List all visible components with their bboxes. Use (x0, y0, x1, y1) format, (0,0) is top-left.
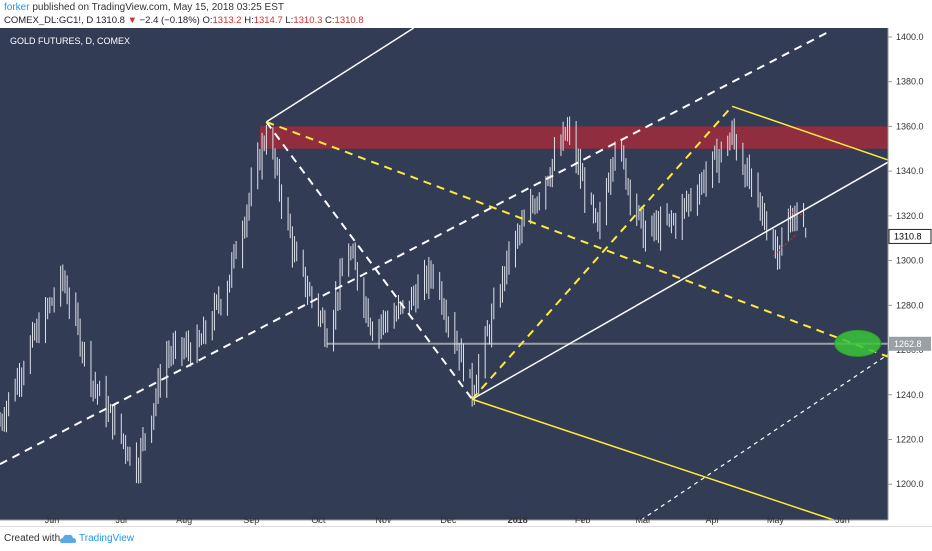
close-label: C: (325, 15, 335, 26)
pitchfork-yellow-handle (471, 105, 733, 400)
high-value: 1314.7 (253, 15, 283, 26)
tradingview-link[interactable]: TradingView (79, 533, 135, 544)
last-price-tag (888, 228, 932, 244)
pitchfork-white-outer (640, 354, 889, 521)
chart-header: forker published on TradingView.com, May… (0, 0, 932, 28)
price-tick-label: 1300.0 (896, 256, 924, 266)
time-tick-label: Feb (575, 515, 591, 525)
price-tick-label: 1360.0 (896, 121, 924, 131)
time-axis-bg (0, 520, 932, 526)
price-tick-label: 1320.0 (896, 211, 924, 221)
time-tick-label: Oct (311, 515, 326, 525)
chart-area[interactable]: GOLD FUTURES, D, COMEX 1200.0 1220.0 1240.0… (0, 27, 932, 526)
pitchfork-white-lower (471, 161, 889, 400)
plot-background (0, 28, 888, 520)
pitchfork-white-upper (265, 27, 415, 123)
pitchfork-white-median (0, 31, 828, 465)
price-change: −2.4 (−0.18%) (139, 15, 200, 26)
pitchfork-white-handle (265, 121, 473, 400)
target-ellipse (834, 329, 882, 357)
support-price-tag (889, 336, 931, 351)
resistance-zone (259, 126, 888, 149)
open-label: O: (202, 15, 213, 26)
time-tick-label: Mar (636, 515, 652, 525)
created-with-label: Created with (4, 533, 61, 544)
pitchfork-yellow-median (266, 120, 889, 358)
time-tick-label: Dec (440, 515, 457, 525)
close-value: 1310.8 (334, 15, 364, 26)
price-tick-label: 1240.0 (896, 390, 924, 400)
last-price-tag-label: 1310.8 (894, 231, 922, 241)
down-arrow-icon: ▼ (127, 15, 137, 26)
last-price: 1310.8 (95, 15, 125, 26)
support-price-tag-label: 1262.8 (894, 339, 922, 349)
price-chart[interactable]: GOLD FUTURES, D, COMEX 1200.0 1220.0 1240.0… (0, 27, 932, 526)
chart-title: GOLD FUTURES, D, COMEX (10, 36, 130, 46)
footer: Created with TradingView (0, 526, 932, 551)
low-value: 1310.3 (293, 15, 323, 26)
price-tick-label: 1220.0 (896, 434, 924, 444)
pitchfork-yellow-lower (471, 398, 835, 521)
time-tick-label: Apr (706, 515, 720, 525)
price-axis-bg (888, 28, 932, 526)
high-label: H: (244, 15, 254, 26)
author-link[interactable]: forker (4, 2, 30, 13)
published-text: published on TradingView.com, May 15, 20… (32, 2, 284, 13)
price-tick-label: 1200.0 (896, 479, 924, 489)
price-tick-label: 1340.0 (896, 166, 924, 176)
time-tick-label: Sep (243, 515, 259, 525)
symbol-ohlc-line: COMEX_DL:GC1!, D 1310.8 ▼ −2.4 (−0.18%) … (4, 15, 364, 26)
publish-info: forker published on TradingView.com, May… (4, 2, 284, 13)
price-tick-label: 1380.0 (896, 77, 924, 87)
price-tick-label: 1280.0 (896, 300, 924, 310)
tradingview-logo-icon (60, 534, 76, 543)
symbol-label: COMEX_DL:GC1!, D (4, 15, 94, 26)
price-tick-label: 1400.0 (896, 32, 924, 42)
low-label: L: (285, 15, 294, 26)
time-tick-label: Jun (835, 515, 850, 525)
pitchfork-yellow-upper (731, 105, 889, 161)
time-tick-label: Nov (375, 515, 392, 525)
time-tick-label: Jul (116, 515, 128, 525)
time-tick-label: 2018 (508, 515, 528, 525)
time-tick-label: Aug (176, 515, 192, 525)
time-tick-label: Jun (45, 515, 60, 525)
red-trend-mark (772, 233, 798, 257)
open-value: 1313.2 (212, 15, 242, 26)
time-tick-label: May (767, 515, 785, 525)
